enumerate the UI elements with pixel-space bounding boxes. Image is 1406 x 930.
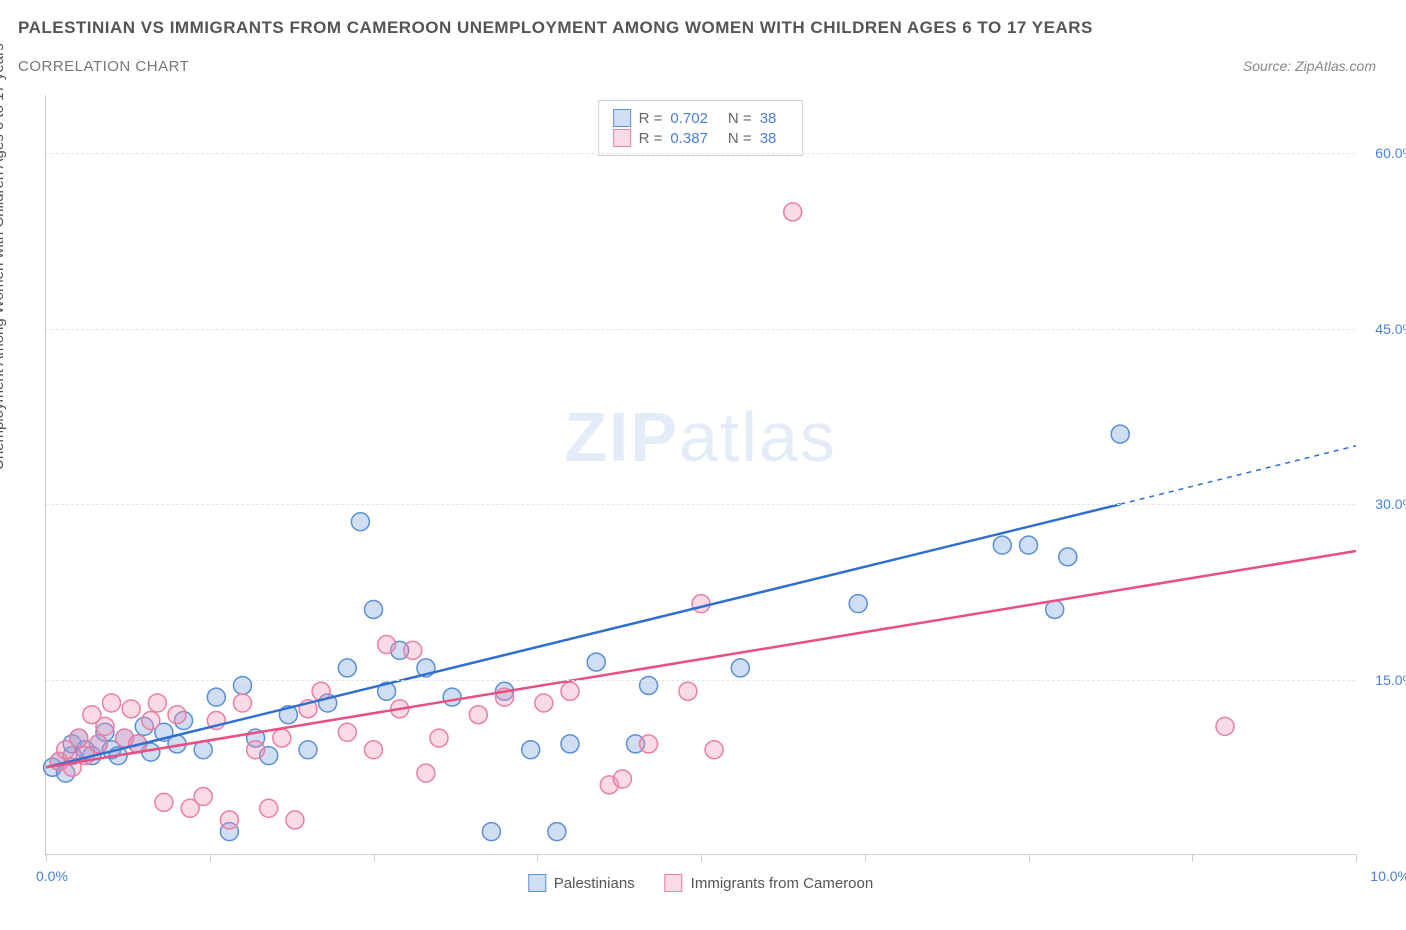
scatter-point bbox=[561, 735, 579, 753]
gridline bbox=[46, 153, 1355, 154]
gridline bbox=[46, 504, 1355, 505]
trend-line bbox=[46, 504, 1120, 767]
scatter-point bbox=[351, 513, 369, 531]
trend-line-extrapolated bbox=[1120, 446, 1356, 504]
legend-bottom: Palestinians Immigrants from Cameroon bbox=[528, 874, 873, 892]
scatter-point bbox=[122, 700, 140, 718]
scatter-point bbox=[148, 694, 166, 712]
source-credit: Source: ZipAtlas.com bbox=[1243, 58, 1376, 74]
scatter-point bbox=[1059, 548, 1077, 566]
y-tick-label: 60.0% bbox=[1375, 145, 1406, 161]
chart-subtitle: CORRELATION CHART bbox=[18, 58, 189, 75]
scatter-point bbox=[640, 735, 658, 753]
legend-item-b: Immigrants from Cameroon bbox=[665, 874, 874, 892]
x-tick bbox=[374, 854, 375, 862]
scatter-point bbox=[587, 653, 605, 671]
r-label: R = bbox=[639, 110, 663, 127]
scatter-point bbox=[338, 659, 356, 677]
r-value-a: 0.702 bbox=[670, 110, 708, 127]
scatter-point bbox=[482, 823, 500, 841]
scatter-point bbox=[260, 799, 278, 817]
y-axis-label: Unemployment Among Women with Children A… bbox=[0, 43, 7, 470]
scatter-point bbox=[70, 729, 88, 747]
scatter-point bbox=[1216, 717, 1234, 735]
swatch-series-b-icon bbox=[613, 129, 631, 147]
scatter-point bbox=[404, 641, 422, 659]
scatter-point bbox=[705, 741, 723, 759]
scatter-point bbox=[613, 770, 631, 788]
scatter-point bbox=[273, 729, 291, 747]
chart-title: PALESTINIAN VS IMMIGRANTS FROM CAMEROON … bbox=[18, 18, 1093, 38]
n-label: N = bbox=[728, 110, 752, 127]
scatter-point bbox=[247, 741, 265, 759]
scatter-point bbox=[194, 788, 212, 806]
r-label: R = bbox=[639, 130, 663, 147]
scatter-point bbox=[443, 688, 461, 706]
n-value-b: 38 bbox=[760, 130, 777, 147]
y-tick-label: 45.0% bbox=[1375, 321, 1406, 337]
scatter-svg bbox=[46, 95, 1355, 854]
swatch-series-a-icon bbox=[528, 874, 546, 892]
scatter-point bbox=[378, 636, 396, 654]
scatter-point bbox=[522, 741, 540, 759]
x-tick bbox=[1029, 854, 1030, 862]
scatter-point bbox=[417, 764, 435, 782]
chart-plot-area: ZIPatlas R = 0.702 N = 38 R = 0.387 N = … bbox=[45, 95, 1355, 855]
stats-row-series-a: R = 0.702 N = 38 bbox=[613, 109, 789, 127]
scatter-point bbox=[561, 682, 579, 700]
legend-label-a: Palestinians bbox=[554, 875, 635, 892]
scatter-point bbox=[1111, 425, 1129, 443]
scatter-point bbox=[234, 694, 252, 712]
stats-row-series-b: R = 0.387 N = 38 bbox=[613, 129, 789, 147]
stats-legend-box: R = 0.702 N = 38 R = 0.387 N = 38 bbox=[598, 100, 804, 156]
scatter-point bbox=[1046, 600, 1064, 618]
gridline bbox=[46, 680, 1355, 681]
scatter-point bbox=[142, 712, 160, 730]
scatter-point bbox=[96, 717, 114, 735]
scatter-point bbox=[535, 694, 553, 712]
scatter-point bbox=[365, 600, 383, 618]
x-tick bbox=[865, 854, 866, 862]
legend-item-a: Palestinians bbox=[528, 874, 635, 892]
scatter-point bbox=[993, 536, 1011, 554]
legend-label-b: Immigrants from Cameroon bbox=[691, 875, 874, 892]
scatter-point bbox=[784, 203, 802, 221]
scatter-point bbox=[286, 811, 304, 829]
scatter-point bbox=[299, 741, 317, 759]
n-value-a: 38 bbox=[760, 110, 777, 127]
trend-line bbox=[46, 551, 1356, 767]
x-tick bbox=[210, 854, 211, 862]
scatter-point bbox=[469, 706, 487, 724]
x-tick bbox=[1192, 854, 1193, 862]
x-axis-max-label: 10.0% bbox=[1370, 868, 1406, 884]
swatch-series-b-icon bbox=[665, 874, 683, 892]
x-axis-min-label: 0.0% bbox=[36, 868, 68, 884]
scatter-point bbox=[1020, 536, 1038, 554]
scatter-point bbox=[692, 595, 710, 613]
scatter-point bbox=[548, 823, 566, 841]
scatter-point bbox=[679, 682, 697, 700]
scatter-point bbox=[849, 595, 867, 613]
scatter-point bbox=[168, 706, 186, 724]
scatter-point bbox=[103, 694, 121, 712]
scatter-point bbox=[220, 811, 238, 829]
scatter-point bbox=[731, 659, 749, 677]
x-tick bbox=[1356, 854, 1357, 862]
scatter-point bbox=[155, 793, 173, 811]
scatter-point bbox=[89, 735, 107, 753]
scatter-point bbox=[365, 741, 383, 759]
x-tick bbox=[46, 854, 47, 862]
x-tick bbox=[701, 854, 702, 862]
scatter-point bbox=[207, 688, 225, 706]
gridline bbox=[46, 329, 1355, 330]
r-value-b: 0.387 bbox=[670, 130, 708, 147]
y-tick-label: 15.0% bbox=[1375, 672, 1406, 688]
n-label: N = bbox=[728, 130, 752, 147]
scatter-point bbox=[430, 729, 448, 747]
x-tick bbox=[537, 854, 538, 862]
y-tick-label: 30.0% bbox=[1375, 496, 1406, 512]
scatter-point bbox=[338, 723, 356, 741]
swatch-series-a-icon bbox=[613, 109, 631, 127]
